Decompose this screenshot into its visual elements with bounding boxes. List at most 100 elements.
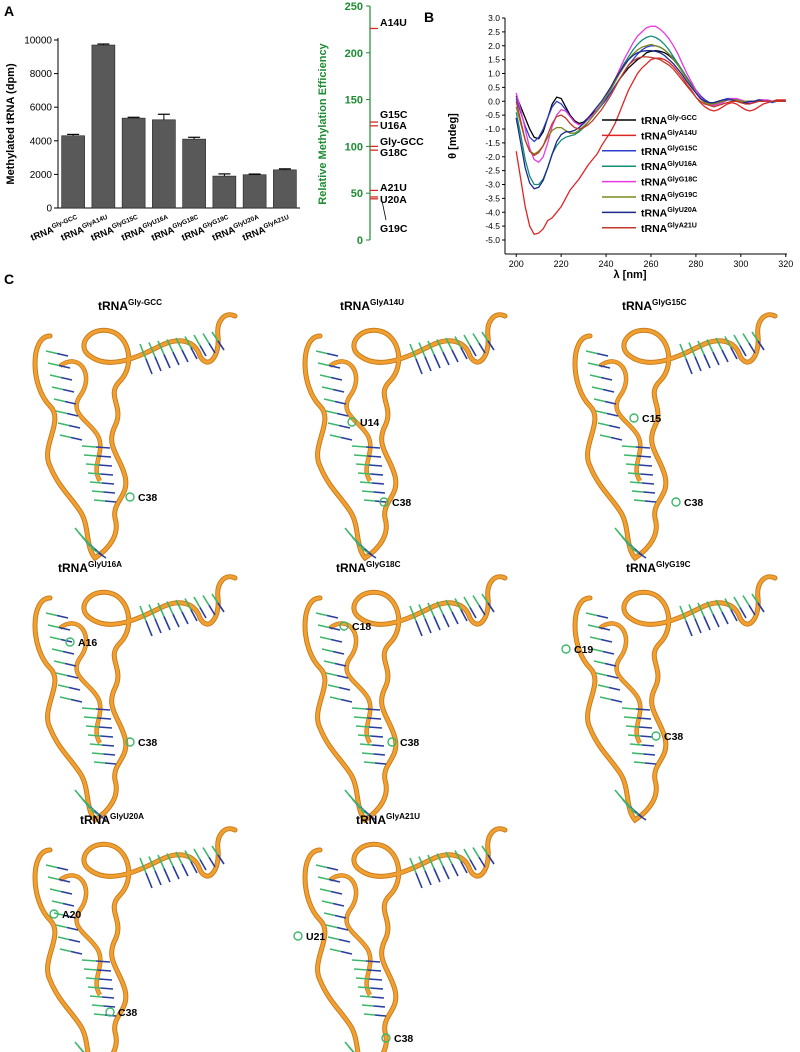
base-pair-stick — [481, 331, 489, 342]
base-pair-stick — [469, 345, 477, 357]
base-pair-stick — [211, 593, 219, 604]
base-pair-stick — [326, 352, 339, 357]
base-pair-stick — [621, 445, 637, 448]
base-pair-stick — [323, 660, 336, 665]
highlighted-residue — [629, 413, 639, 423]
y-tick-label: 6000 — [30, 103, 53, 114]
base-pair-stick — [97, 969, 112, 972]
base-pair-stick — [679, 343, 687, 360]
x-tick-label: 220 — [554, 259, 569, 269]
y-tick-label: -4.5 — [485, 221, 500, 231]
base-pair-stick — [463, 334, 471, 346]
efficiency-label: U16A — [380, 120, 407, 132]
structure-title: tRNAGlyU20A — [80, 812, 144, 827]
base-pair-stick — [638, 464, 653, 467]
base-pair-stick — [145, 872, 153, 889]
base-pair-stick — [55, 672, 68, 677]
base-pair-stick — [371, 996, 385, 999]
base-pair-stick — [638, 814, 647, 821]
base-pair-stick — [91, 752, 104, 755]
trna-structure: tRNAGlyU16A A16 C38 — [32, 560, 238, 824]
base-pair-stick — [595, 672, 608, 677]
base-pair-stick — [644, 762, 657, 765]
trna-structure: tRNAGly-GCC C38 — [32, 298, 238, 562]
base-pair-stick — [172, 351, 180, 366]
base-pair-stick — [370, 735, 384, 738]
base-pair-stick — [597, 684, 610, 689]
y-tick-label: 3.0 — [488, 13, 500, 23]
base-pair-stick — [104, 500, 117, 503]
trna-structure: tRNAGlyA21U U21 C38 — [293, 812, 508, 1052]
base-pair-stick — [487, 602, 495, 613]
efficiency-label: A14U — [380, 17, 407, 29]
base-pair-stick — [317, 876, 330, 881]
base-pair-stick — [370, 987, 384, 990]
base-pair-stick — [89, 743, 103, 746]
base-pair-stick — [49, 888, 62, 893]
base-pair-stick — [91, 490, 104, 493]
base-pair-stick — [60, 376, 73, 381]
base-pair-stick — [703, 354, 711, 369]
base-pair-stick — [98, 552, 107, 559]
base-pair-stick — [321, 648, 334, 653]
base-pair-stick — [357, 472, 371, 475]
base-pair-stick — [688, 342, 696, 358]
backbone-ribbon — [599, 359, 642, 482]
base-pair-stick — [100, 735, 114, 738]
base-pair-stick — [361, 1004, 374, 1007]
residue-label: C18 — [352, 621, 371, 633]
bar — [242, 174, 267, 209]
base-pair-stick — [62, 902, 75, 907]
highlighted-residue — [379, 497, 389, 507]
backbone-ribbon — [59, 621, 102, 744]
residue-label: A16 — [78, 637, 97, 649]
base-pair-stick — [202, 333, 210, 344]
base-pair-stick — [329, 434, 342, 439]
base-pair-stick — [409, 343, 417, 360]
y-tick-label: -5.0 — [485, 235, 500, 245]
legend-label: tRNAGlyG19C — [641, 191, 697, 204]
base-pair-stick — [706, 339, 714, 353]
base-pair-stick — [166, 339, 174, 353]
base-pair-stick — [374, 762, 387, 765]
base-pair-stick — [47, 362, 60, 367]
base-pair-stick — [638, 552, 647, 559]
base-pair-stick — [433, 868, 441, 883]
base-pair-stick — [148, 856, 156, 872]
trna-structures-panel: tRNAGly-GCCC38tRNAGlyA14UU14C38tRNAGlyG1… — [32, 298, 778, 1052]
base-pair-stick — [139, 857, 147, 874]
structure-title: tRNAGlyG19C — [626, 560, 691, 575]
legend-label: tRNAGlyU20A — [641, 206, 697, 219]
base-pair-stick — [757, 602, 765, 613]
base-pair-stick — [66, 674, 79, 679]
base-pair-stick — [367, 717, 382, 720]
base-pair-stick — [85, 463, 100, 466]
base-pair-stick — [139, 605, 147, 622]
base-pair-stick — [45, 350, 58, 355]
base-pair-stick — [166, 853, 174, 867]
base-pair-stick — [98, 814, 107, 821]
base-pair-stick — [202, 847, 210, 858]
y-tick-label: 2.5 — [488, 27, 500, 37]
base-pair-stick — [315, 612, 328, 617]
base-pair-stick — [83, 968, 98, 971]
base-pair-stick — [641, 482, 655, 485]
base-pair-stick — [368, 814, 377, 821]
base-pair-stick — [87, 734, 101, 737]
base-pair-stick — [627, 472, 641, 475]
base-pair-stick — [463, 848, 471, 860]
base-pair-stick — [469, 859, 477, 871]
base-pair-stick — [478, 856, 486, 868]
base-pair-stick — [163, 354, 171, 369]
base-pair-stick — [89, 481, 103, 484]
y-tick-label: -1.0 — [485, 124, 500, 134]
base-pair-stick — [338, 686, 351, 691]
base-pair-stick — [373, 1005, 386, 1008]
base-pair-stick — [51, 386, 64, 391]
base-pair-stick — [751, 331, 759, 342]
base-pair-stick — [68, 938, 81, 943]
base-pair-stick — [353, 968, 368, 971]
base-pair-stick — [451, 611, 459, 625]
base-pair-stick — [59, 948, 72, 953]
bar — [121, 117, 146, 209]
